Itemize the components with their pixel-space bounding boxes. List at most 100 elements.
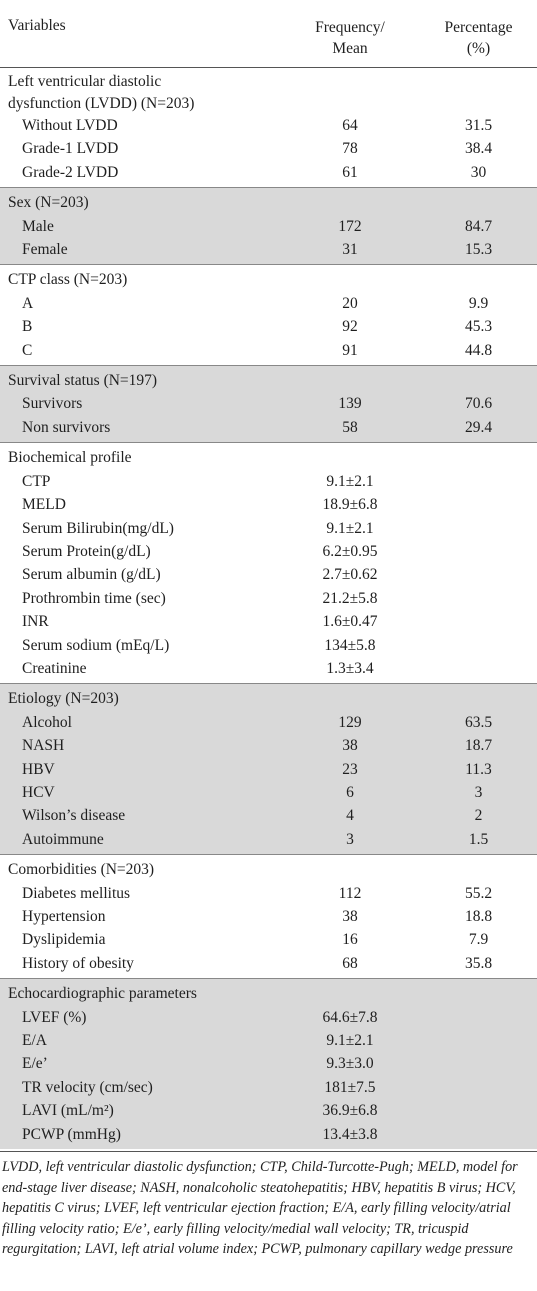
row-label: INR	[22, 613, 49, 631]
row-percentage	[420, 563, 537, 586]
row-frequency-mean: 38	[342, 908, 358, 925]
row-label: C	[22, 341, 33, 359]
row-frequency-mean: 91	[342, 341, 358, 359]
table-section: Biochemical profile CTP 9.1±2.1 MELD 18.9±6.…	[0, 442, 537, 684]
row-label: PCWP (mmHg)	[22, 1125, 121, 1143]
section-title-row: Survival status (N=197)	[0, 366, 537, 393]
table-row: Dyslipidemia 16 7.9	[0, 928, 537, 951]
row-frequency-mean: 61	[342, 163, 358, 181]
table-row: A 20 9.9	[0, 292, 537, 315]
row-frequency-mean: 13.4±3.8	[322, 1125, 378, 1143]
row-label: E/A	[22, 1032, 47, 1050]
table-row: TR velocity (cm/sec) 181±7.5	[0, 1076, 537, 1099]
row-percentage: 7.9	[468, 931, 489, 949]
row-label: B	[22, 318, 33, 336]
data-table-figure: Variables Frequency/ Mean Percentage (%)…	[0, 17, 537, 1260]
table-row: B 92 45.3	[0, 315, 537, 338]
row-label: Female	[22, 241, 68, 259]
section-title: Etiology (N=203)	[8, 690, 119, 708]
table-section: Survival status (N=197) Survivors 139 70.6 N…	[0, 365, 537, 443]
table-row: Wilson’s disease 4 2	[0, 804, 537, 827]
row-percentage: 70.6	[464, 395, 493, 413]
table-row: Grade-1 LVDD 78 38.4	[0, 137, 537, 160]
row-percentage: 18.7	[464, 737, 493, 755]
row-percentage: 31.5	[464, 117, 493, 134]
table-row: NASH 38 18.7	[0, 734, 537, 757]
table-row: LVEF (%) 64.6±7.8	[0, 1006, 537, 1029]
row-percentage: 11.3	[465, 760, 492, 778]
row-percentage	[420, 470, 537, 493]
row-frequency-mean: 16	[342, 931, 358, 949]
table-row: Serum sodium (mEq/L) 134±5.8	[0, 634, 537, 657]
row-frequency-mean: 2.7±0.62	[322, 566, 378, 584]
table-row: LAVI (mL/m²) 36.9±6.8	[0, 1099, 537, 1122]
row-percentage: 35.8	[464, 954, 493, 972]
section-title-row: Echocardiographic parameters	[0, 979, 537, 1006]
row-label: LVEF (%)	[22, 1008, 87, 1026]
section-title: Biochemical profile	[8, 449, 132, 467]
row-label: Grade-1 LVDD	[22, 140, 119, 158]
table-row: CTP 9.1±2.1	[0, 470, 537, 493]
row-frequency-mean: 64.6±7.8	[322, 1008, 378, 1026]
table-row: Grade-2 LVDD 61 30	[0, 161, 537, 188]
table-row: MELD 18.9±6.8	[0, 493, 537, 516]
row-frequency-mean: 18.9±6.8	[322, 496, 378, 514]
section-title-row: Sex (N=203)	[0, 188, 537, 215]
table-row: Autoimmune 3 1.5	[0, 828, 537, 855]
row-percentage	[420, 610, 537, 633]
row-frequency-mean: 112	[338, 884, 362, 902]
row-label: E/e’	[22, 1055, 48, 1073]
table-footnote: LVDD, left ventricular diastolic dysfunc…	[0, 1151, 537, 1260]
section-title: Echocardiographic parameters	[8, 985, 197, 1003]
row-label: HBV	[22, 760, 55, 778]
row-label: Serum Bilirubin(mg/dL)	[22, 519, 174, 537]
row-frequency-mean: 4	[346, 807, 354, 825]
row-percentage	[420, 1123, 537, 1149]
table-row: HBV 23 11.3	[0, 758, 537, 781]
table-row: E/A 9.1±2.1	[0, 1029, 537, 1052]
row-label: Serum Protein(g/dL)	[22, 542, 151, 560]
table-row: E/e’ 9.3±3.0	[0, 1052, 537, 1075]
row-frequency-mean: 20	[342, 294, 358, 312]
row-percentage	[420, 493, 537, 516]
row-label: NASH	[22, 737, 65, 755]
table-row: Male 172 84.7	[0, 215, 537, 238]
table-row: INR 1.6±0.47	[0, 610, 537, 633]
row-frequency-mean: 36.9±6.8	[322, 1102, 378, 1120]
row-percentage	[420, 1099, 537, 1122]
row-label: Prothrombin time (sec)	[22, 589, 166, 607]
section-title: Survival status (N=197)	[8, 372, 158, 390]
row-label: Without LVDD	[22, 117, 118, 134]
row-percentage: 63.5	[464, 713, 493, 731]
row-frequency-mean: 21.2±5.8	[322, 589, 378, 607]
row-percentage: 30	[470, 163, 487, 181]
row-label: CTP	[22, 472, 51, 490]
row-percentage: 84.7	[464, 217, 493, 235]
row-label: Hypertension	[22, 908, 106, 925]
table-row: C 91 44.8	[0, 339, 537, 366]
table-row: History of obesity 68 35.8	[0, 952, 537, 979]
row-percentage: 44.8	[464, 341, 493, 359]
row-label: Male	[22, 217, 54, 235]
row-label: Wilson’s disease	[22, 807, 126, 825]
row-frequency-mean: 6.2±0.95	[322, 542, 378, 560]
row-frequency-mean: 38	[342, 737, 358, 755]
header-percentage: Percentage (%)	[444, 19, 513, 57]
row-percentage: 18.8	[464, 908, 493, 925]
table-row: Serum albumin (g/dL) 2.7±0.62	[0, 563, 537, 586]
row-label: Alcohol	[22, 713, 72, 731]
row-percentage: 2	[474, 807, 483, 825]
table-section: CTP class (N=203) A 20 9.9 B 92 45.3 C 91 44.8	[0, 264, 537, 366]
table-row: Prothrombin time (sec) 21.2±5.8	[0, 587, 537, 610]
row-frequency-mean: 92	[342, 318, 358, 336]
row-frequency-mean: 23	[342, 760, 358, 778]
row-frequency-mean: 3	[346, 830, 354, 848]
row-frequency-mean: 181±7.5	[324, 1078, 376, 1096]
row-label: Non survivors	[22, 418, 111, 436]
row-percentage	[420, 1052, 537, 1075]
row-percentage: 29.4	[464, 418, 493, 436]
table-row: Female 31 15.3	[0, 238, 537, 265]
row-percentage	[420, 517, 537, 540]
row-label: Dyslipidemia	[22, 931, 106, 949]
row-percentage: 3	[474, 783, 483, 801]
